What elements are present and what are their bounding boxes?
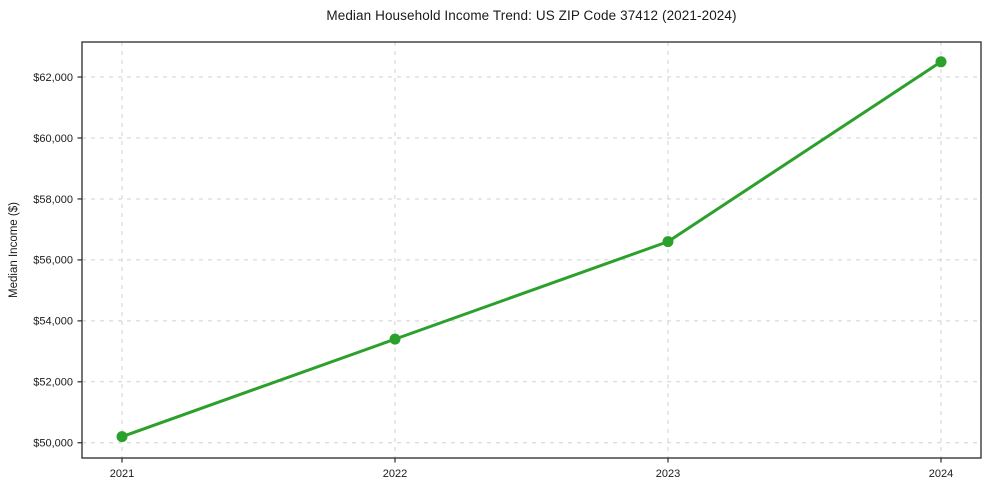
data-point-2024 (935, 56, 947, 68)
x-tick-label: 2023 (656, 468, 680, 480)
data-point-2022 (389, 333, 401, 345)
y-tick-label: $54,000 (33, 316, 73, 328)
data-point-2021 (116, 431, 128, 443)
plot-border (81, 41, 982, 459)
x-tick-label: 2024 (929, 468, 953, 480)
trend-line (120, 60, 943, 439)
y-tick-label: $62,000 (33, 72, 73, 84)
y-tick-label: $58,000 (33, 194, 73, 206)
chart-title: Median Household Income Trend: US ZIP Co… (326, 8, 737, 23)
x-tick-label: 2021 (110, 468, 134, 480)
x-tick-label: 2022 (383, 468, 407, 480)
y-tick-label: $60,000 (33, 133, 73, 145)
y-tick-label: $52,000 (33, 377, 73, 389)
data-point-2023 (662, 236, 674, 248)
y-tick-label: $50,000 (33, 438, 73, 450)
y-tick-label: $56,000 (33, 255, 73, 267)
